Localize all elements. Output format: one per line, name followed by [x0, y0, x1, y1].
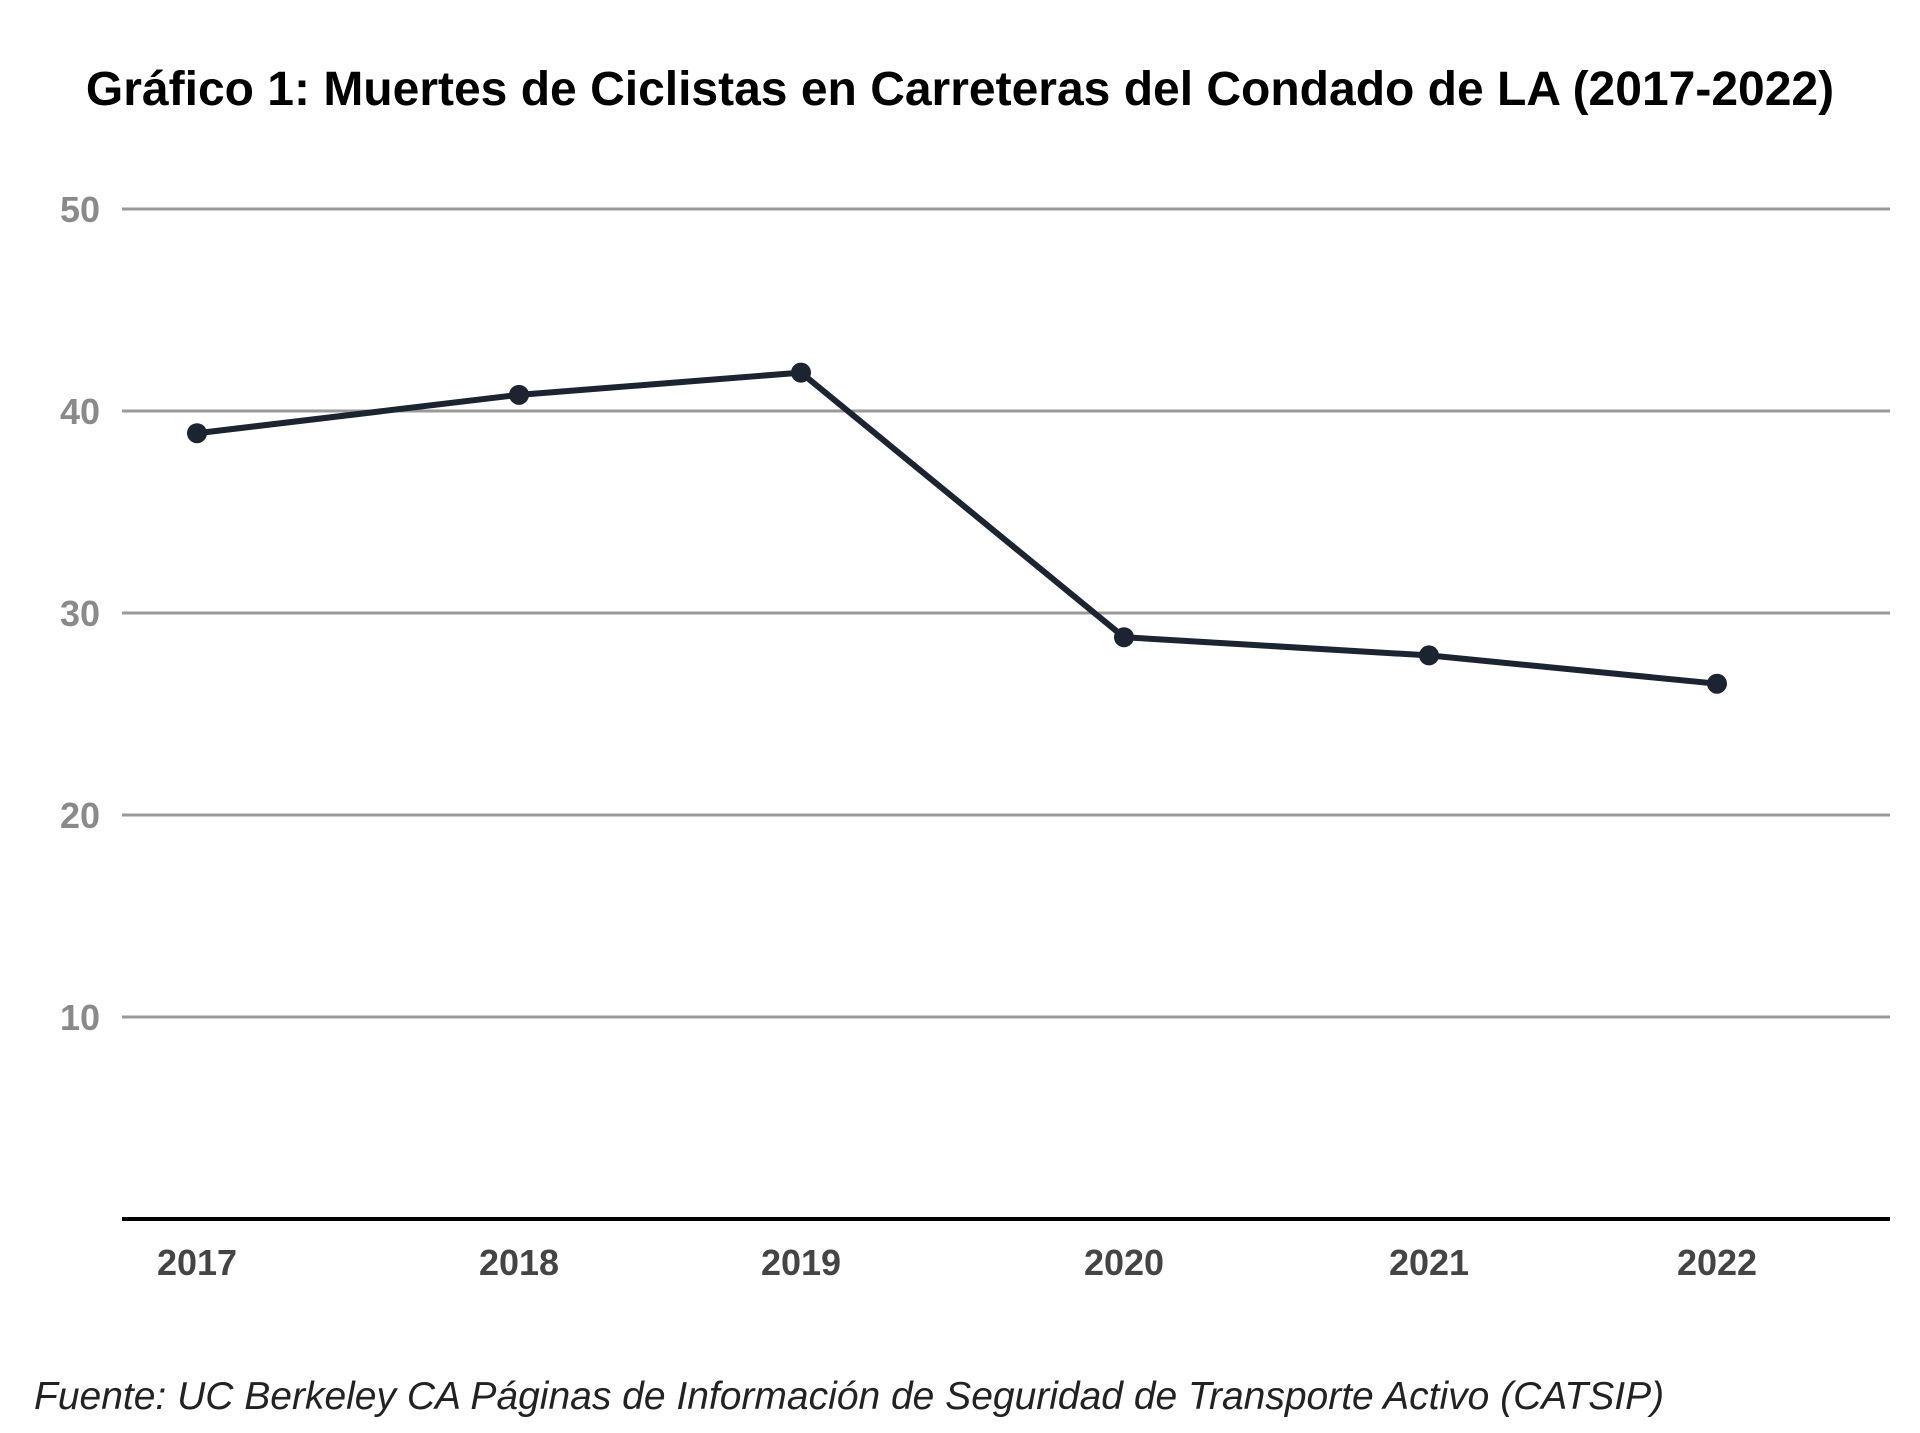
chart-title: Gráfico 1: Muertes de Ciclistas en Carre…	[85, 63, 1835, 116]
x-tick-label: 2020	[1084, 1242, 1164, 1283]
data-point-2017	[187, 423, 207, 444]
series-line	[194, 369, 1720, 687]
x-tick-label: 2021	[1389, 1242, 1469, 1283]
grid-layer	[122, 207, 1890, 1019]
y-tick-label: 10	[60, 997, 100, 1038]
data-point-2020	[1114, 627, 1134, 648]
y-tick-label: 50	[60, 189, 100, 230]
data-point-2021	[1419, 645, 1439, 666]
series-layer	[187, 362, 1727, 694]
y-tick-label: 20	[60, 795, 100, 836]
y-tick-label: 30	[60, 593, 100, 634]
source-note: Fuente: UC Berkeley CA Páginas de Inform…	[34, 1375, 1665, 1418]
data-point-2018	[509, 384, 529, 405]
axis-layer: 10 20 30 40 50 2017 2018 2019 2020 2021 2022	[60, 189, 1890, 1283]
data-point-2022	[1707, 673, 1727, 694]
x-tick-label: 2017	[157, 1242, 237, 1283]
data-point-2019	[791, 362, 811, 383]
x-tick-label: 2022	[1677, 1242, 1757, 1283]
x-tick-label: 2018	[479, 1242, 559, 1283]
y-tick-label: 40	[60, 391, 100, 432]
x-tick-label: 2019	[761, 1242, 841, 1283]
